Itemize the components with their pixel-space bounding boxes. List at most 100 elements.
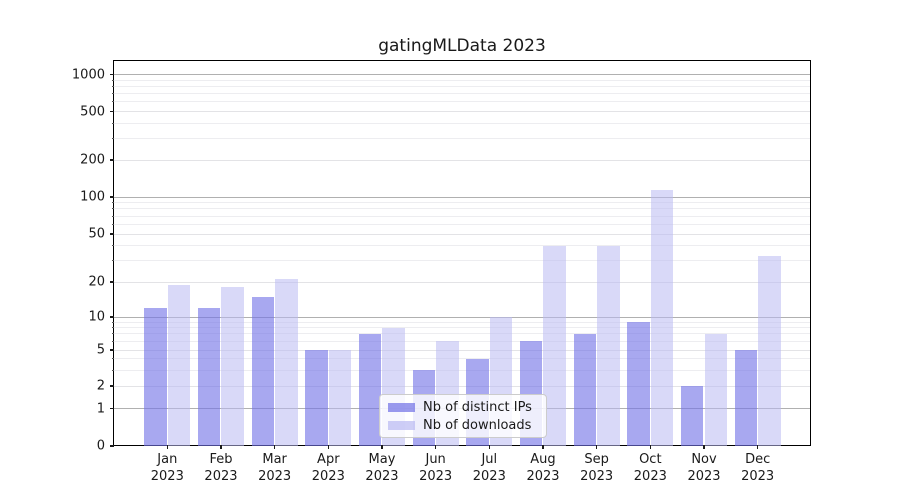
y-tick-label: 2 [96, 378, 105, 394]
y-tick-mark-minor [111, 85, 114, 87]
x-tick-label-jul: Jul 2023 [473, 452, 506, 486]
bar-downloads-mar [275, 279, 298, 446]
y-tick-mark [110, 110, 114, 113]
x-tick-mark [273, 445, 276, 449]
y-tick-mark [110, 349, 114, 351]
y-gridline-minor [114, 122, 810, 124]
y-gridline-minor [114, 369, 810, 371]
y-tick-mark-minor [111, 245, 114, 247]
y-tick-label: 200 [80, 152, 105, 168]
bar-distinct-ips-may [359, 333, 382, 446]
bar-downloads-nov [704, 333, 727, 446]
x-tick-month: Feb [209, 452, 233, 467]
y-tick-mark [110, 385, 114, 387]
y-tick-label: 5 [96, 342, 105, 358]
y-tick-label: 1000 [71, 67, 105, 82]
y-tick-mark-minor [111, 93, 114, 95]
y-tick-mark-minor [111, 208, 114, 210]
x-tick-mark [595, 445, 598, 449]
y-gridline-minor [114, 327, 810, 329]
y-gridline-minor [114, 85, 810, 87]
y-gridline [114, 385, 810, 387]
y-tick-mark-minor [111, 138, 114, 140]
y-tick-mark [110, 159, 114, 161]
y-tick-mark [110, 281, 114, 283]
x-tick-month: Jul [481, 452, 498, 467]
y-gridline-minor [114, 215, 810, 217]
x-tick-year: 2023 [741, 468, 775, 484]
bar-downloads-sep [597, 245, 620, 446]
x-tick-month: Sep [584, 452, 609, 467]
legend-entry-downloads: Nb of downloads [388, 418, 538, 433]
x-tick-month: Mar [262, 452, 287, 467]
x-tick-month: Nov [691, 452, 717, 467]
x-tick-month: Jun [425, 452, 446, 467]
y-tick-mark-minor [111, 79, 114, 81]
x-tick-mark [756, 445, 759, 449]
y-gridline-minor [114, 202, 810, 204]
bar-distinct-ips-sep [573, 333, 597, 446]
x-tick-month: Oct [639, 452, 662, 467]
y-gridline [114, 159, 810, 161]
y-gridline [114, 233, 810, 235]
y-tick-mark [110, 316, 114, 318]
y-gridline-major [114, 196, 810, 198]
y-gridline-minor [114, 208, 810, 210]
y-tick-mark-minor [111, 101, 114, 103]
y-tick-label: 20 [88, 274, 105, 290]
y-gridline [114, 349, 810, 351]
y-tick-mark-minor [111, 358, 114, 360]
bar-distinct-ips-jan [144, 307, 167, 446]
x-tick-label-dec: Dec 2023 [741, 452, 774, 486]
x-tick-year: 2023 [472, 468, 506, 484]
y-tick-label: 50 [88, 226, 105, 242]
x-tick-label-sep: Sep 2023 [580, 452, 613, 486]
x-tick-label-nov: Nov 2023 [687, 452, 720, 486]
x-tick-year: 2023 [204, 468, 238, 484]
x-tick-month: Apr [317, 452, 340, 467]
x-tick-label-oct: Oct 2023 [634, 452, 667, 486]
y-tick-mark-minor [111, 369, 114, 371]
x-tick-mark [703, 445, 705, 449]
y-tick-label: 0 [96, 438, 105, 454]
y-gridline-minor [114, 223, 810, 225]
y-gridline-minor [114, 321, 810, 323]
x-tick-month: Aug [530, 452, 556, 467]
y-tick-mark [110, 445, 114, 447]
legend-swatch-downloads [388, 420, 415, 430]
y-tick-mark-minor [111, 260, 114, 262]
bar-distinct-ips-apr [305, 350, 328, 446]
y-gridline-minor [114, 358, 810, 360]
legend: Nb of distinct IPs Nb of downloads [379, 394, 547, 438]
x-tick-year: 2023 [311, 468, 345, 484]
bar-distinct-ips-dec [734, 350, 758, 446]
x-tick-year: 2023 [526, 468, 560, 484]
x-tick-mark [381, 445, 383, 449]
y-tick-mark [110, 407, 114, 410]
x-tick-mark [542, 445, 544, 449]
legend-swatch-distinct-ips [388, 402, 415, 412]
y-gridline [114, 111, 810, 112]
bar-distinct-ips-feb [198, 307, 221, 446]
y-gridline-minor [114, 340, 810, 342]
y-gridline-minor [114, 260, 810, 262]
x-tick-label-jun: Jun 2023 [419, 452, 452, 486]
x-tick-mark [434, 445, 437, 449]
x-tick-year: 2023 [687, 468, 721, 484]
bar-distinct-ips-oct [627, 322, 650, 446]
bar-downloads-dec [758, 255, 781, 446]
x-tick-mark [327, 445, 330, 449]
y-gridline [114, 281, 810, 283]
y-tick-mark-minor [111, 215, 114, 217]
bar-downloads-jan [167, 284, 191, 446]
y-tick-mark-minor [111, 321, 114, 323]
y-tick-mark-minor [111, 202, 114, 204]
bar-downloads-aug [543, 245, 566, 446]
x-tick-year: 2023 [150, 468, 184, 484]
y-tick-label: 10 [88, 309, 105, 325]
x-tick-label-mar: Mar 2023 [258, 452, 291, 486]
y-gridline-minor [114, 333, 810, 335]
y-tick-mark-minor [111, 223, 114, 225]
legend-label-distinct-ips: Nb of distinct IPs [423, 399, 532, 415]
y-tick-mark-minor [111, 340, 114, 342]
